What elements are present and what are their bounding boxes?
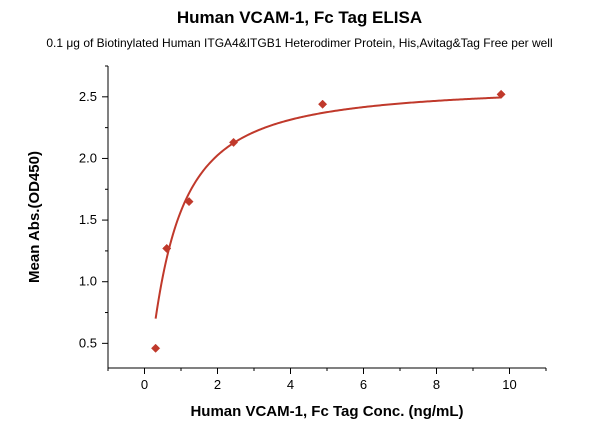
data-point bbox=[318, 99, 328, 109]
chart-axes: 0 2 4 6 8 10 0.5 1.0 1.5 2.0 2.5 bbox=[79, 65, 547, 392]
x-tick-label: 0 bbox=[141, 377, 148, 392]
x-axis-label: Human VCAM-1, Fc Tag Conc. (ng/mL) bbox=[190, 403, 463, 420]
data-point bbox=[162, 243, 172, 253]
y-tick-label: 1.0 bbox=[79, 274, 97, 289]
x-tick-label: 4 bbox=[287, 377, 294, 392]
y-tick-label: 2.5 bbox=[79, 89, 97, 104]
chart-subtitle: 0.1 μg of Biotinylated Human ITGA4&ITGB1… bbox=[46, 36, 553, 50]
y-axis-label: Mean Abs.(OD450) bbox=[26, 151, 43, 283]
data-points bbox=[151, 89, 506, 353]
y-tick-label: 0.5 bbox=[79, 335, 97, 350]
data-point bbox=[229, 137, 239, 147]
x-tick-label: 8 bbox=[433, 377, 440, 392]
data-point bbox=[496, 89, 506, 99]
data-point bbox=[184, 197, 194, 207]
data-point bbox=[151, 343, 161, 353]
x-tick-label: 2 bbox=[214, 377, 221, 392]
y-tick-label: 1.5 bbox=[79, 212, 97, 227]
fit-curve bbox=[154, 96, 502, 319]
x-tick-label: 10 bbox=[502, 377, 516, 392]
chart-title: Human VCAM-1, Fc Tag ELISA bbox=[176, 8, 423, 27]
x-tick-label: 6 bbox=[360, 377, 367, 392]
y-tick-label: 2.0 bbox=[79, 150, 97, 165]
